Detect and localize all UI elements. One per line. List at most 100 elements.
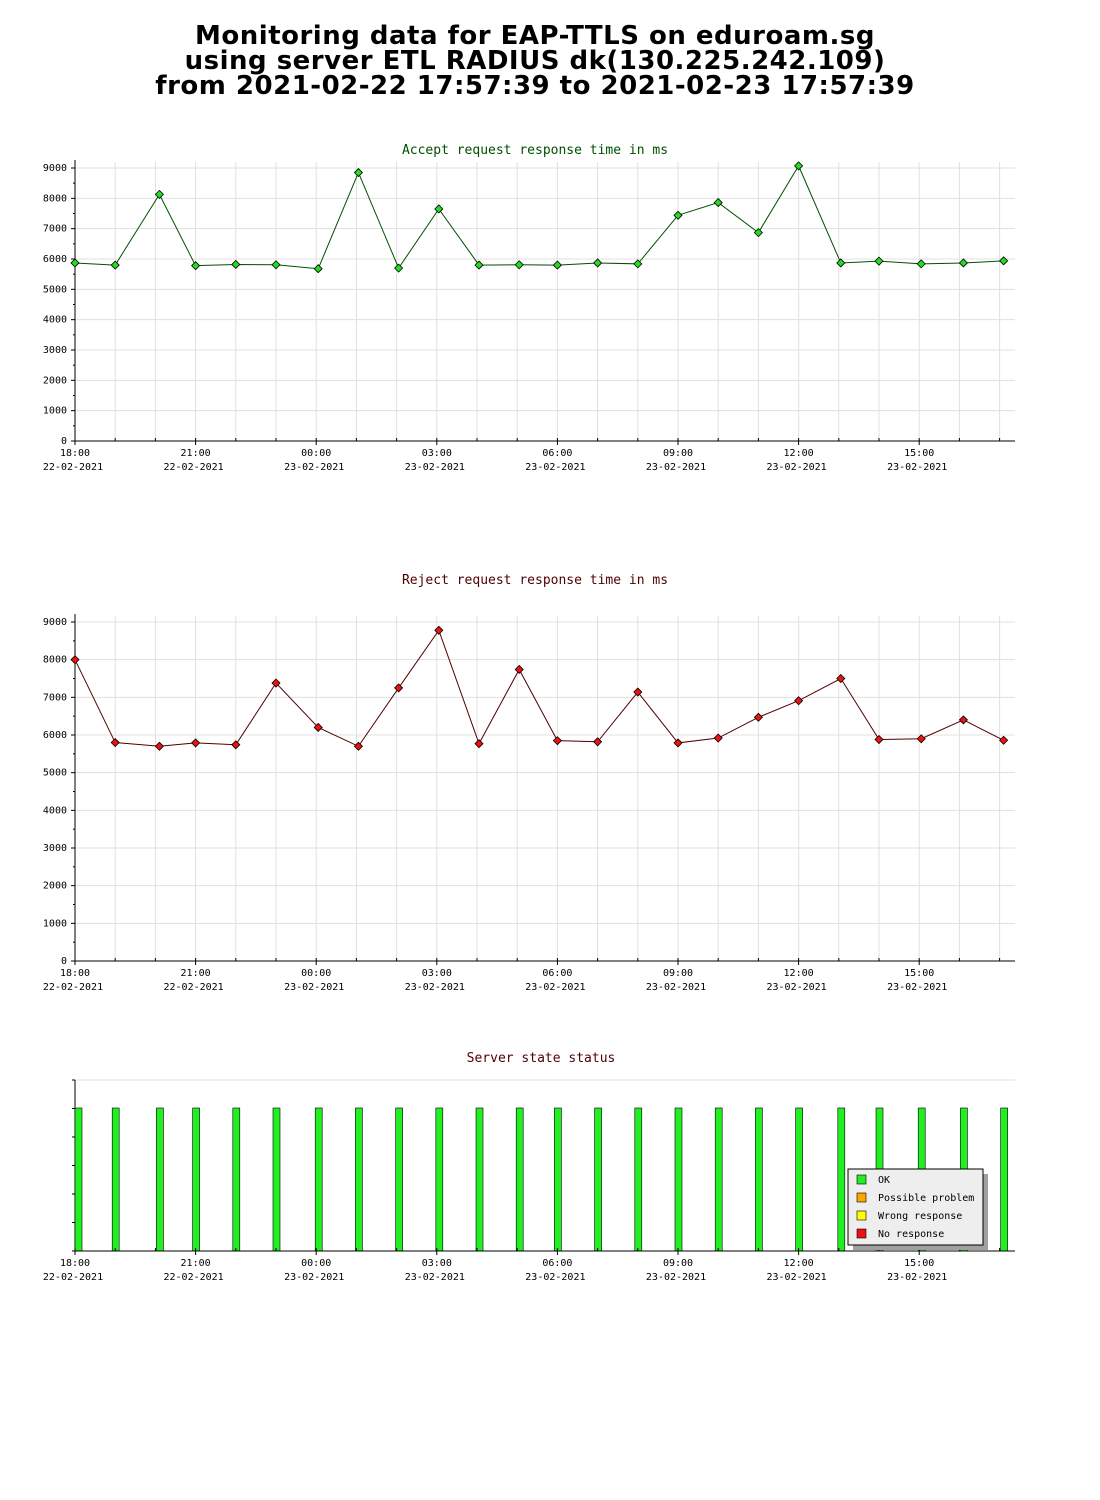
y-tick-label: 3000 bbox=[43, 843, 67, 854]
y-tick-label: 7000 bbox=[43, 224, 67, 235]
x-tick-time: 09:00 bbox=[663, 1258, 693, 1269]
data-point bbox=[70, 258, 80, 268]
header-line-1: Monitoring data for EAP-TTLS on eduroam.… bbox=[195, 21, 875, 51]
x-tick-time: 03:00 bbox=[422, 448, 452, 459]
data-point bbox=[154, 741, 164, 751]
y-tick-label: 6000 bbox=[43, 254, 67, 265]
data-point bbox=[753, 228, 763, 238]
status-bar bbox=[475, 1107, 484, 1252]
data-point bbox=[633, 259, 643, 269]
data-point bbox=[313, 264, 323, 274]
y-tick-label: 2000 bbox=[43, 375, 67, 386]
x-tick-date: 23-02-2021 bbox=[525, 982, 585, 993]
x-tick-date: 23-02-2021 bbox=[284, 982, 344, 993]
x-tick-date: 23-02-2021 bbox=[405, 462, 465, 473]
x-tick-time: 12:00 bbox=[784, 448, 814, 459]
data-point bbox=[191, 261, 201, 271]
y-tick-label: 6000 bbox=[43, 730, 67, 741]
x-tick-date: 23-02-2021 bbox=[284, 462, 344, 473]
y-tick-label: 5000 bbox=[43, 284, 67, 295]
data-point bbox=[593, 737, 603, 747]
data-point bbox=[552, 736, 562, 746]
x-tick-date: 23-02-2021 bbox=[525, 462, 585, 473]
legend-label: Possible problem bbox=[878, 1193, 974, 1204]
x-tick-time: 09:00 bbox=[663, 448, 693, 459]
data-point bbox=[514, 664, 524, 675]
x-tick-time: 15:00 bbox=[904, 448, 934, 459]
status-bar bbox=[594, 1107, 602, 1252]
legend-label: Wrong response bbox=[878, 1211, 962, 1222]
status-bar bbox=[1000, 1107, 1008, 1252]
x-tick-time: 00:00 bbox=[301, 1258, 331, 1269]
legend-box bbox=[847, 1168, 984, 1246]
data-point bbox=[753, 712, 763, 722]
status-bar bbox=[634, 1107, 643, 1252]
x-tick-time: 03:00 bbox=[422, 1258, 452, 1269]
x-tick-date: 23-02-2021 bbox=[766, 462, 826, 473]
x-tick-date: 22-02-2021 bbox=[43, 462, 103, 473]
legend-swatch bbox=[856, 1210, 867, 1221]
data-point bbox=[231, 740, 241, 750]
x-tick-time: 18:00 bbox=[60, 448, 90, 459]
legend-swatch bbox=[856, 1228, 867, 1239]
header-line-3: from 2021-02-22 17:57:39 to 2021-02-23 1… bbox=[155, 71, 915, 101]
data-point bbox=[713, 733, 723, 743]
status-bar bbox=[554, 1107, 562, 1252]
x-tick-time: 21:00 bbox=[181, 968, 211, 979]
data-point bbox=[958, 715, 968, 725]
y-tick-label: 1000 bbox=[43, 918, 67, 929]
y-tick-label: 8000 bbox=[43, 193, 67, 204]
data-point bbox=[552, 260, 562, 270]
data-point bbox=[434, 204, 444, 214]
data-point bbox=[633, 687, 643, 697]
data-point bbox=[353, 167, 363, 178]
legend-label: OK bbox=[878, 1175, 890, 1186]
data-point bbox=[999, 735, 1009, 745]
status-bar bbox=[111, 1107, 120, 1252]
status-bar bbox=[435, 1107, 444, 1252]
x-tick-date: 22-02-2021 bbox=[163, 462, 223, 473]
legend: OK Possible problem Wrong response No respo… bbox=[847, 1168, 988, 1250]
status-bar bbox=[156, 1107, 164, 1252]
y-tick-label: 8000 bbox=[43, 655, 67, 666]
legend-swatch bbox=[856, 1174, 867, 1185]
x-tick-date: 23-02-2021 bbox=[766, 982, 826, 993]
data-point bbox=[110, 737, 120, 748]
status-bar bbox=[272, 1107, 281, 1252]
data-point bbox=[958, 258, 968, 268]
data-point bbox=[874, 256, 884, 266]
x-tick-date: 23-02-2021 bbox=[766, 1272, 826, 1283]
legend-label: No response bbox=[878, 1229, 944, 1240]
y-tick-label: 0 bbox=[61, 436, 67, 447]
x-tick-time: 06:00 bbox=[542, 448, 572, 459]
x-tick-date: 23-02-2021 bbox=[405, 982, 465, 993]
x-tick-time: 12:00 bbox=[784, 968, 814, 979]
data-point bbox=[916, 259, 926, 269]
status-bar bbox=[755, 1107, 763, 1252]
data-point bbox=[836, 673, 846, 684]
x-tick-date: 22-02-2021 bbox=[43, 1272, 103, 1283]
data-point bbox=[836, 258, 846, 268]
data-point bbox=[394, 263, 404, 273]
legend-swatch bbox=[856, 1192, 867, 1203]
y-tick-label: 2000 bbox=[43, 881, 67, 892]
x-tick-date: 23-02-2021 bbox=[646, 1272, 706, 1283]
status-bar bbox=[74, 1107, 83, 1252]
status-bar bbox=[314, 1107, 323, 1252]
data-point bbox=[353, 741, 363, 751]
x-tick-time: 21:00 bbox=[181, 1258, 211, 1269]
chart-title: Server state status bbox=[467, 1051, 616, 1066]
x-tick-time: 15:00 bbox=[904, 968, 934, 979]
x-tick-date: 22-02-2021 bbox=[163, 982, 223, 993]
series-line bbox=[74, 164, 1004, 270]
data-point bbox=[394, 683, 404, 693]
data-point bbox=[231, 259, 241, 270]
y-tick-label: 9000 bbox=[43, 617, 67, 628]
status-bar bbox=[674, 1107, 683, 1252]
status-bar bbox=[795, 1107, 803, 1252]
x-tick-date: 23-02-2021 bbox=[887, 462, 947, 473]
y-tick-label: 0 bbox=[61, 956, 67, 967]
data-point bbox=[794, 161, 804, 171]
x-tick-time: 03:00 bbox=[422, 968, 452, 979]
x-tick-time: 09:00 bbox=[663, 968, 693, 979]
